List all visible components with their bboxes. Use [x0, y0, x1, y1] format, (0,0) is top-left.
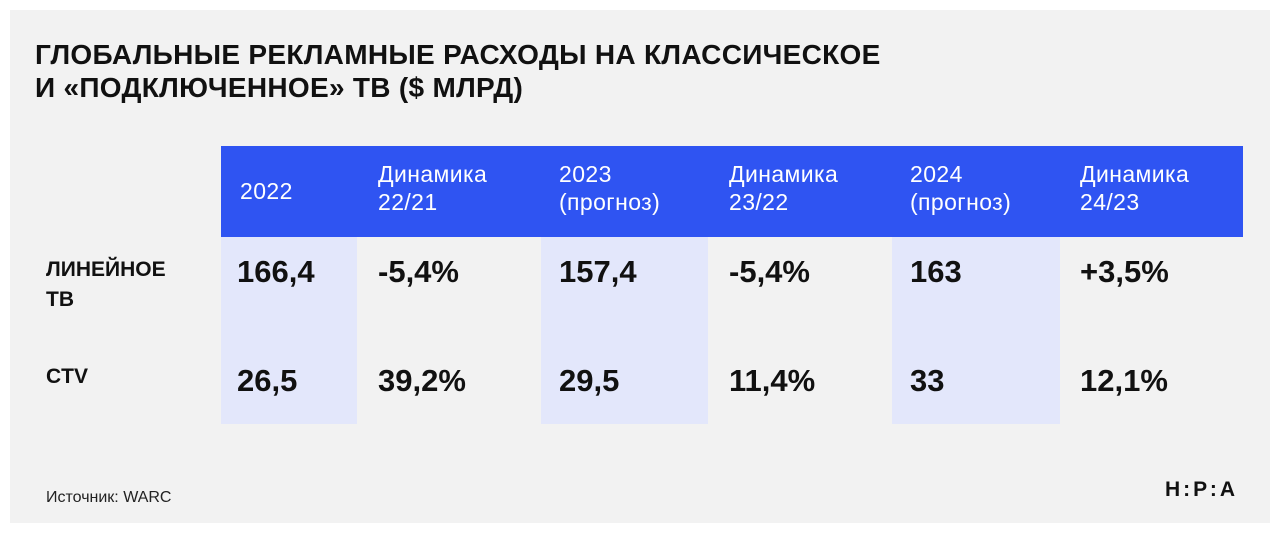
cell-linear-tv-2024: 163 — [910, 254, 962, 289]
cell-linear-tv-2023: 157,4 — [559, 254, 637, 289]
source-note: Источник: WARC — [46, 489, 172, 506]
column-header-2023-forecast: 2023 (прогноз) — [559, 161, 661, 215]
row-label-linear-tv-line-1: ЛИНЕЙНОЕ — [46, 258, 166, 281]
cell-ctv-2023: 29,5 — [559, 363, 620, 398]
column-header-dynamics-22-21: Динамика 22/21 — [378, 161, 488, 215]
cell-ctv-2022: 26,5 — [237, 363, 298, 398]
highlight-column-2023 — [541, 237, 708, 424]
title-line-1: ГЛОБАЛЬНЫЕ РЕКЛАМНЫЕ РАСХОДЫ НА КЛАССИЧЕ… — [35, 39, 881, 70]
column-header-dynamics-23-22: Динамика 23/22 — [729, 161, 839, 215]
cell-linear-tv-dynamics-22-21: -5,4% — [378, 254, 459, 289]
row-label-ctv: CTV — [46, 365, 88, 388]
cell-ctv-dynamics-24-23: 12,1% — [1080, 363, 1168, 398]
highlight-column-2024 — [892, 237, 1060, 424]
highlight-column-2022 — [221, 237, 357, 424]
cell-linear-tv-dynamics-23-22: -5,4% — [729, 254, 810, 289]
chart-title: ГЛОБАЛЬНЫЕ РЕКЛАМНЫЕ РАСХОДЫ НА КЛАССИЧЕ… — [35, 38, 881, 104]
table-header — [221, 146, 1243, 237]
column-header-2022: 2022 — [240, 178, 293, 204]
row-label-linear-tv: ЛИНЕЙНОЕ ТВ — [46, 255, 166, 315]
row-label-linear-tv-line-2: ТВ — [46, 288, 74, 311]
cell-linear-tv-dynamics-24-23: +3,5% — [1080, 254, 1169, 289]
column-header-2024-forecast: 2024 (прогноз) — [910, 161, 1012, 215]
cell-linear-tv-2022: 166,4 — [237, 254, 315, 289]
npa-logo: Н:Р:А — [1165, 478, 1239, 501]
cell-ctv-dynamics-22-21: 39,2% — [378, 363, 466, 398]
column-header-dynamics-24-23: Динамика 24/23 — [1080, 161, 1190, 215]
cell-ctv-dynamics-23-22: 11,4% — [729, 363, 816, 398]
cell-ctv-2024: 33 — [910, 363, 945, 398]
title-line-2: И «ПОДКЛЮЧЕННОЕ» ТВ ($ МЛРД) — [35, 72, 524, 103]
